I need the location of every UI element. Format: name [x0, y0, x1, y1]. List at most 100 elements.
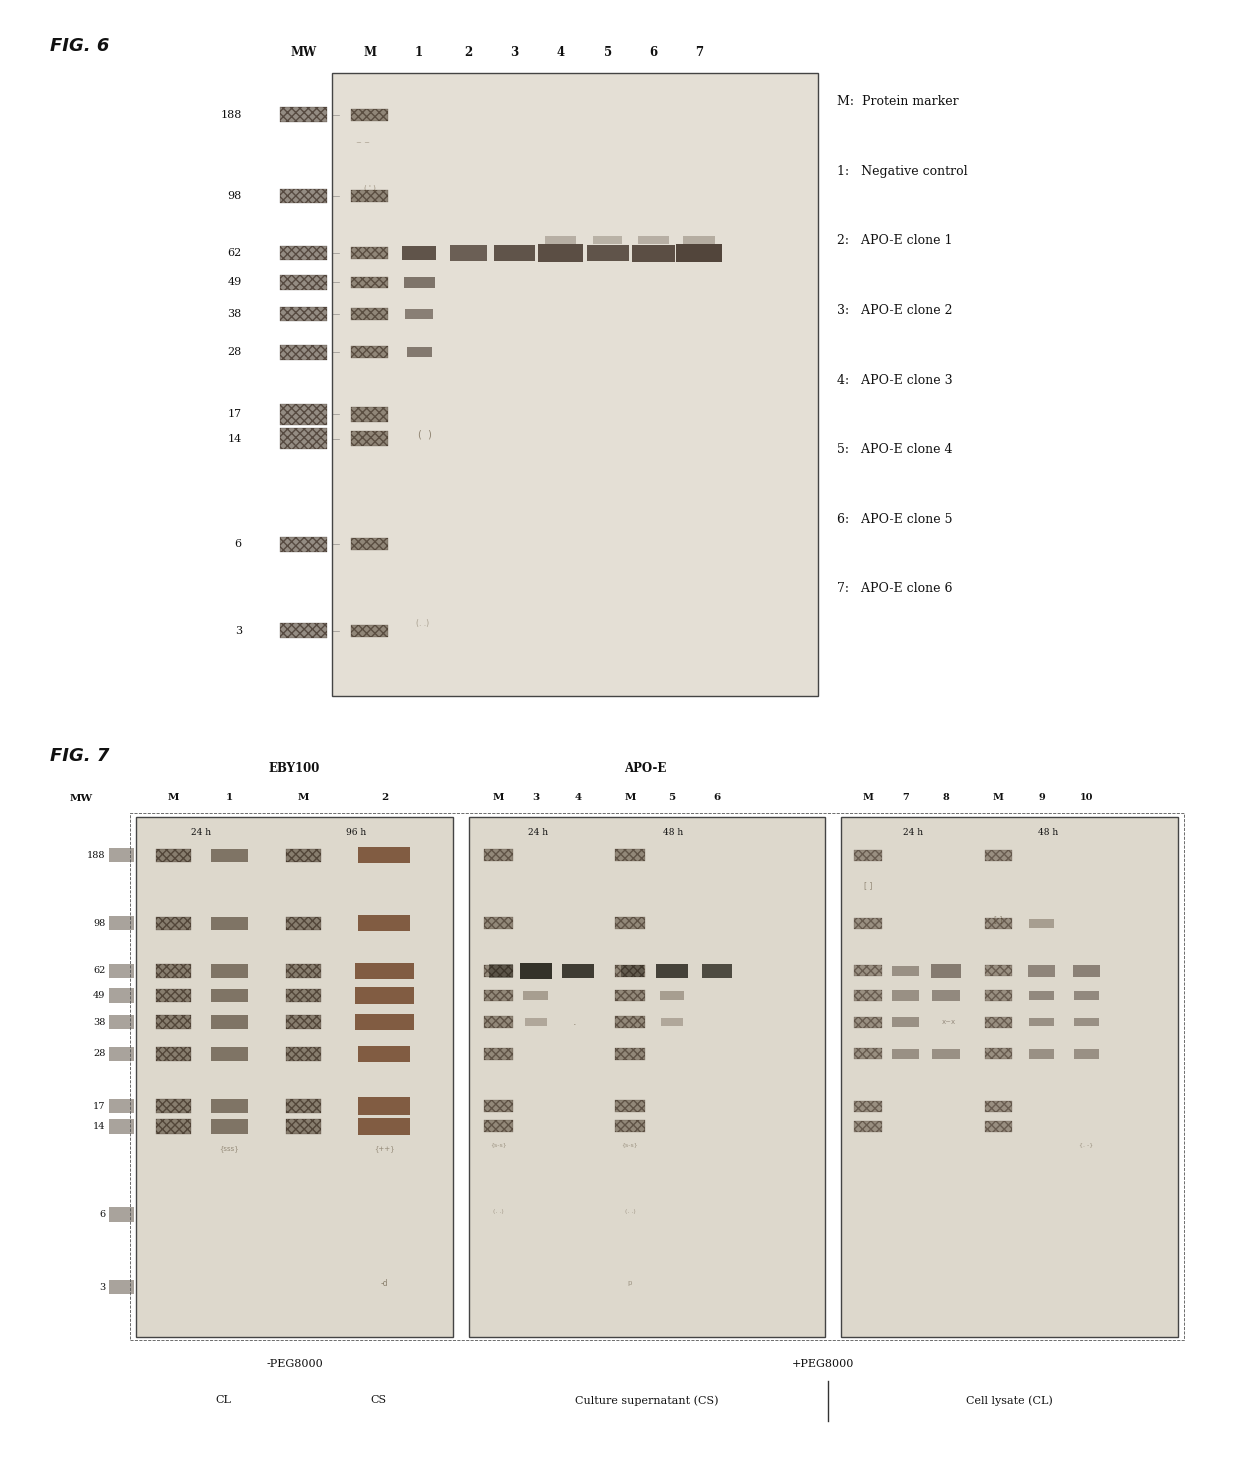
Text: 48 h: 48 h	[663, 828, 683, 837]
Bar	[351, 248, 388, 259]
Text: Culture supernatant (CS): Culture supernatant (CS)	[575, 1395, 718, 1406]
Bar	[280, 306, 327, 321]
Text: M: M	[363, 45, 376, 59]
Bar	[280, 344, 327, 359]
Bar	[985, 1049, 1012, 1059]
Text: 17: 17	[228, 409, 242, 419]
Bar	[211, 917, 248, 930]
Text: ( ' ): ( ' )	[363, 185, 376, 190]
Bar	[211, 848, 248, 861]
Bar	[489, 964, 513, 977]
Bar	[639, 236, 668, 243]
Text: 6: 6	[234, 539, 242, 549]
Text: 17: 17	[93, 1102, 105, 1110]
Bar	[355, 1014, 414, 1030]
Bar	[985, 917, 1012, 929]
Text: p: p	[627, 1280, 632, 1286]
Text: 4:   APO-E clone 3: 4: APO-E clone 3	[837, 374, 952, 387]
Text: (. .): (. .)	[625, 1209, 635, 1213]
Bar	[985, 1017, 1012, 1027]
Bar	[358, 847, 410, 863]
Bar	[351, 108, 388, 120]
Bar	[109, 916, 134, 930]
Bar	[156, 848, 191, 861]
Bar	[854, 917, 882, 929]
Text: 14: 14	[228, 434, 242, 444]
Text: M: M	[298, 793, 310, 803]
Bar	[156, 989, 191, 1002]
Bar	[593, 236, 622, 243]
Bar	[538, 245, 583, 262]
Bar	[211, 1015, 248, 1028]
Bar	[985, 965, 1012, 977]
Text: 7: 7	[696, 45, 703, 59]
Bar	[854, 850, 882, 860]
Text: 7:   APO-E clone 6: 7: APO-E clone 6	[837, 583, 952, 595]
Bar	[1029, 990, 1054, 1001]
Text: -PEG8000: -PEG8000	[267, 1360, 322, 1368]
Text: (  ): ( )	[418, 429, 433, 439]
Bar	[932, 990, 960, 1001]
Bar	[615, 965, 645, 977]
Bar	[351, 346, 388, 357]
Bar	[109, 1280, 134, 1295]
Text: APO-E: APO-E	[624, 762, 666, 775]
Bar	[211, 989, 248, 1002]
Bar	[404, 277, 434, 287]
Bar	[615, 1017, 645, 1028]
Bar	[450, 245, 487, 261]
Bar	[136, 817, 453, 1336]
Bar	[109, 1015, 134, 1030]
Text: 5: 5	[604, 45, 611, 59]
Text: M: M	[863, 793, 873, 803]
Bar	[286, 848, 321, 861]
Text: {s-s}: {s-s}	[490, 1143, 507, 1147]
Bar	[109, 1046, 134, 1061]
Text: FIG. 6: FIG. 6	[50, 37, 109, 54]
Text: 4: 4	[574, 793, 582, 803]
Text: M: M	[167, 793, 180, 803]
Text: .: .	[573, 1017, 575, 1027]
Bar	[130, 813, 1184, 1340]
Bar	[484, 917, 513, 929]
Bar	[280, 404, 327, 425]
Text: 49: 49	[93, 990, 105, 1001]
Text: 3: 3	[234, 626, 242, 636]
Text: MW: MW	[69, 794, 93, 803]
Bar	[211, 964, 248, 977]
Text: EBY100: EBY100	[269, 762, 320, 775]
Bar	[656, 964, 688, 979]
Text: 7: 7	[901, 793, 909, 803]
Bar	[892, 965, 919, 976]
Text: 96 h: 96 h	[346, 828, 367, 837]
Bar	[932, 1049, 960, 1059]
Bar	[109, 848, 134, 863]
Bar	[332, 73, 818, 696]
Bar	[211, 1099, 248, 1113]
Bar	[520, 963, 552, 979]
Bar	[892, 1049, 919, 1059]
Bar	[280, 428, 327, 448]
Bar	[632, 245, 676, 262]
Bar	[854, 965, 882, 977]
Text: M: M	[993, 793, 1003, 803]
Bar	[484, 965, 513, 977]
Bar	[1029, 919, 1054, 927]
Text: 48 h: 48 h	[1038, 828, 1059, 837]
Text: {++}: {++}	[374, 1146, 394, 1151]
Text: {s-s}: {s-s}	[621, 1143, 639, 1147]
Bar	[484, 850, 513, 861]
Text: MW: MW	[290, 45, 317, 59]
Text: 6:   APO-E clone 5: 6: APO-E clone 5	[837, 513, 952, 526]
Text: Cell lysate (CL): Cell lysate (CL)	[966, 1395, 1053, 1406]
Bar	[286, 989, 321, 1002]
Bar	[109, 1099, 134, 1113]
Bar	[280, 107, 327, 122]
Text: 5:   APO-E clone 4: 5: APO-E clone 4	[837, 442, 952, 456]
Text: 2:   APO-E clone 1: 2: APO-E clone 1	[837, 234, 952, 248]
Text: FIG. 7: FIG. 7	[50, 747, 109, 765]
Text: M: M	[624, 793, 636, 803]
Text: 1:   Negative control: 1: Negative control	[837, 166, 967, 177]
Bar	[351, 308, 388, 319]
Bar	[621, 965, 644, 977]
